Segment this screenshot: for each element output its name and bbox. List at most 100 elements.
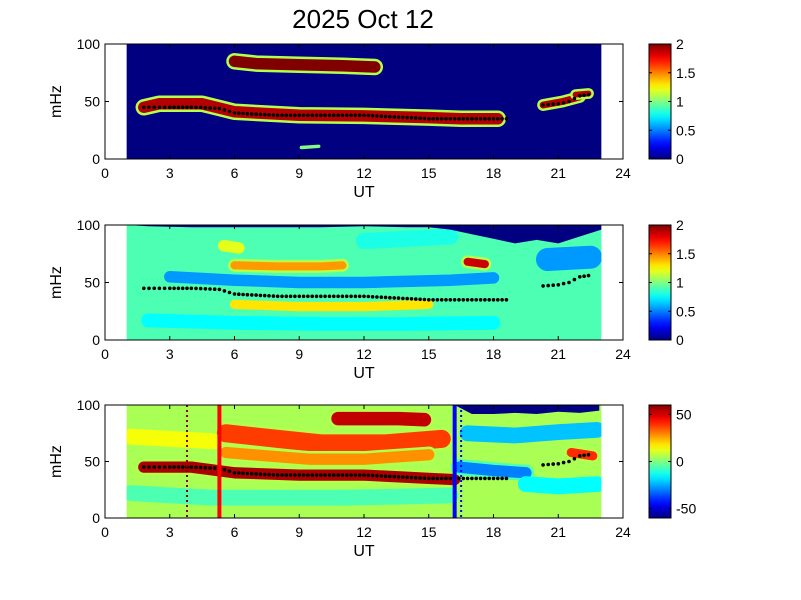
peak-marker [180,286,185,291]
peak-marker [194,105,198,110]
peak-marker [357,113,362,118]
peak-marker [582,453,586,458]
heatmap-feature [463,257,489,269]
peak-marker [340,113,345,118]
peak-marker [275,294,280,299]
peak-marker [194,465,198,470]
peak-marker [319,473,323,477]
peak-marker [168,465,172,469]
peak-marker [222,108,227,112]
peak-marker [362,113,366,118]
peak-marker [258,112,263,117]
peak-marker [288,113,293,118]
heatmap-feature [216,424,451,453]
colorbar: 50 0 -50 [648,404,696,519]
y-tick-label: 50 [84,454,100,470]
peak-marker [383,474,388,479]
peak-marker [572,456,577,461]
peak-marker [375,114,379,118]
peak-marker [582,274,586,279]
peak-marker [504,298,509,302]
peak-marker [280,113,284,118]
peak-marker [418,297,422,302]
peak-marker [336,473,340,477]
peak-marker [353,113,358,118]
x-tick-label: 12 [356,165,372,181]
peak-marker [349,113,353,118]
peak-marker [452,298,457,302]
peak-marker [250,293,254,297]
peak-marker [491,117,496,121]
peak-marker [344,113,349,118]
peak-marker [162,465,167,469]
peak-marker [168,105,172,110]
peak-marker [267,472,271,477]
peak-marker [500,117,504,121]
peak-marker [439,298,444,302]
heatmap-image [126,405,602,518]
x-tick-label: 15 [421,165,437,181]
colorbar-tick-label: 50 [676,406,692,422]
peak-marker [212,106,217,110]
x-tick-label: 15 [421,346,437,362]
colorbar-tick-label: 1 [676,94,684,110]
peak-marker [465,117,470,121]
peak-marker [431,476,435,481]
peak-marker [250,471,254,476]
peak-marker [431,117,435,121]
x-tick-label: 18 [486,524,502,540]
peak-marker [293,294,297,299]
peak-marker [461,117,466,121]
peak-marker [271,294,276,298]
peak-marker [180,105,185,110]
peak-marker [222,468,227,472]
peak-marker [310,473,315,477]
colorbar-tick-label: 0.5 [676,303,696,319]
peak-marker [245,111,250,116]
peak-marker [422,116,427,121]
x-tick-label: 9 [295,165,303,181]
heatmap-feature [126,485,459,506]
peak-marker [561,100,566,105]
peak-marker [241,292,245,297]
peak-marker [262,293,267,298]
peak-marker [267,113,271,117]
colorbar-scale [648,43,672,160]
peak-marker [435,298,440,302]
heatmap-feature [331,411,432,427]
heatmap-feature [164,271,500,289]
peak-marker [284,473,289,477]
x-tick-label: 12 [356,346,372,362]
peak-marker [465,298,470,302]
peak-marker [405,296,410,301]
peak-marker [357,473,362,477]
peak-marker [487,298,492,302]
peak-marker [344,294,349,299]
peak-marker [461,298,466,302]
peak-marker [496,117,500,121]
colorbar-tick-label: 0 [676,151,684,167]
peak-marker [504,117,509,121]
peak-marker [444,117,448,121]
heatmap-feature [141,313,501,331]
peak-marker [439,117,444,121]
peak-marker [427,298,431,302]
peak-marker [293,113,297,118]
peak-marker [332,113,336,118]
peak-marker [180,465,185,469]
peak-marker [401,296,405,301]
peak-marker [546,102,550,107]
peak-marker [578,94,582,98]
panel-2: 0 3 6 9 12 15 18 21 24 0 50 100 UT mHz 0 0.5 1 1.5 2 [48,217,696,382]
peak-marker [383,114,388,119]
x-tick-label: 3 [166,165,174,181]
peak-marker [323,473,327,477]
peak-marker [541,463,545,467]
peak-marker [496,298,500,302]
peak-marker [483,117,487,121]
peak-marker [323,294,327,299]
peak-marker [185,286,189,291]
peak-marker [306,113,310,118]
peak-marker [198,465,203,470]
peak-marker [362,294,366,299]
